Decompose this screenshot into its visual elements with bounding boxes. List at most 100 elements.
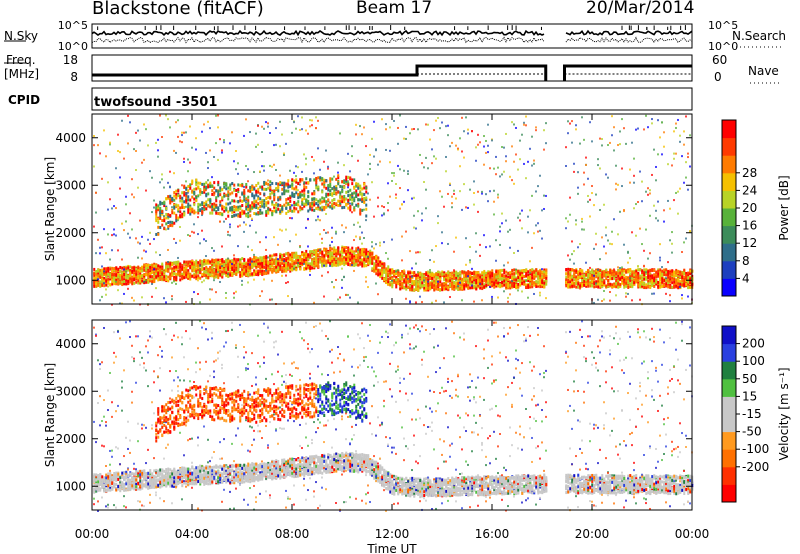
heatmap-cell bbox=[137, 186, 139, 189]
heatmap-cell bbox=[159, 265, 162, 269]
heatmap-cell bbox=[383, 212, 385, 215]
heatmap-cell bbox=[457, 279, 460, 283]
heatmap-cell bbox=[299, 254, 302, 258]
heatmap-cell bbox=[269, 186, 272, 190]
heatmap-cell bbox=[231, 210, 234, 214]
heatmap-cell bbox=[195, 181, 198, 185]
heatmap-cell bbox=[371, 267, 374, 271]
heatmap-cell bbox=[187, 264, 190, 268]
heatmap-cell bbox=[213, 268, 216, 272]
heatmap-cell bbox=[143, 158, 145, 161]
heatmap-cell bbox=[289, 217, 291, 220]
heatmap-cell bbox=[251, 249, 253, 252]
heatmap-cell bbox=[237, 190, 240, 194]
heatmap-cell bbox=[341, 249, 344, 253]
heatmap-cell bbox=[491, 284, 494, 288]
heatmap-cell bbox=[119, 276, 122, 280]
heatmap-cell bbox=[309, 119, 311, 122]
heatmap-cell bbox=[249, 266, 252, 270]
heatmap-cell bbox=[245, 265, 248, 269]
heatmap-cell bbox=[385, 270, 388, 274]
heatmap-cell bbox=[307, 181, 310, 185]
heatmap-cell bbox=[243, 198, 246, 202]
heatmap-cell bbox=[177, 216, 180, 220]
heatmap-cell bbox=[415, 251, 417, 254]
heatmap-cell bbox=[281, 133, 283, 136]
heatmap-cell bbox=[213, 263, 216, 267]
heatmap-cell bbox=[325, 203, 327, 206]
heatmap-cell bbox=[515, 268, 517, 271]
heatmap-cell bbox=[231, 181, 234, 185]
heatmap-cell bbox=[315, 263, 318, 267]
heatmap-cell bbox=[355, 259, 358, 263]
heatmap-cell bbox=[151, 295, 153, 298]
heatmap-cell bbox=[221, 213, 224, 217]
heatmap-cell bbox=[389, 161, 391, 164]
heatmap-cell bbox=[353, 206, 356, 210]
heatmap-cell bbox=[113, 233, 115, 236]
heatmap-cell bbox=[247, 195, 250, 199]
heatmap-cell bbox=[171, 208, 174, 212]
heatmap-cell bbox=[211, 267, 214, 271]
heatmap-cell bbox=[303, 192, 306, 196]
heatmap-cell bbox=[329, 179, 332, 183]
heatmap-cell bbox=[367, 257, 370, 261]
heatmap-cell bbox=[265, 197, 268, 201]
heatmap-cell bbox=[335, 257, 338, 261]
heatmap-cell bbox=[497, 281, 500, 285]
heatmap-cell bbox=[419, 295, 421, 298]
heatmap-cell bbox=[523, 121, 525, 124]
heatmap-cell bbox=[471, 285, 474, 289]
heatmap-cell bbox=[475, 275, 478, 279]
heatmap-cell bbox=[481, 276, 483, 279]
heatmap-cell bbox=[477, 133, 479, 136]
heatmap-cell bbox=[181, 267, 184, 271]
heatmap-cell bbox=[265, 182, 268, 186]
heatmap-cell bbox=[127, 287, 129, 290]
heatmap-cell bbox=[301, 257, 304, 261]
heatmap-cell bbox=[329, 249, 332, 253]
heatmap-cell bbox=[321, 237, 323, 240]
heatmap-cell bbox=[205, 207, 208, 211]
heatmap-cell bbox=[221, 188, 224, 192]
heatmap-cell bbox=[503, 170, 505, 173]
heatmap-cell bbox=[99, 152, 101, 155]
heatmap-cell bbox=[221, 265, 223, 268]
heatmap-cell bbox=[167, 181, 169, 184]
heatmap-cell bbox=[157, 267, 160, 271]
heatmap-cell bbox=[349, 255, 352, 259]
heatmap-cell bbox=[187, 234, 189, 237]
heatmap-cell bbox=[331, 255, 334, 259]
heatmap-cell bbox=[139, 219, 141, 222]
heatmap-cell bbox=[257, 258, 260, 262]
heatmap-cell bbox=[101, 277, 104, 281]
heatmap-cell bbox=[167, 267, 170, 271]
heatmap-cell bbox=[213, 208, 216, 212]
heatmap-cell bbox=[319, 176, 322, 180]
heatmap-cell bbox=[375, 266, 378, 270]
freq-tick-right-low: 0 bbox=[714, 70, 722, 84]
heatmap-cell bbox=[235, 205, 238, 209]
heatmap-cell bbox=[287, 185, 290, 189]
heatmap-cell bbox=[145, 250, 147, 253]
heatmap-cell bbox=[217, 126, 219, 129]
heatmap-cell bbox=[275, 203, 278, 207]
heatmap-cell bbox=[187, 210, 190, 214]
heatmap-cell bbox=[225, 259, 228, 263]
heatmap-cell bbox=[527, 270, 530, 274]
heatmap-cell bbox=[145, 263, 148, 267]
heatmap-cell bbox=[301, 207, 304, 211]
heatmap-cell bbox=[245, 197, 248, 201]
heatmap-cell bbox=[313, 203, 316, 207]
heatmap-cell bbox=[387, 269, 390, 273]
heatmap-cell bbox=[119, 269, 122, 273]
heatmap-cell bbox=[385, 273, 388, 277]
heatmap-cell bbox=[101, 268, 104, 272]
heatmap-cell bbox=[385, 123, 387, 126]
heatmap-cell bbox=[287, 254, 290, 258]
heatmap-cell bbox=[461, 208, 463, 211]
heatmap-cell bbox=[209, 298, 211, 301]
heatmap-cell bbox=[111, 269, 114, 273]
heatmap-cell bbox=[525, 177, 527, 180]
heatmap-cell bbox=[273, 209, 276, 213]
